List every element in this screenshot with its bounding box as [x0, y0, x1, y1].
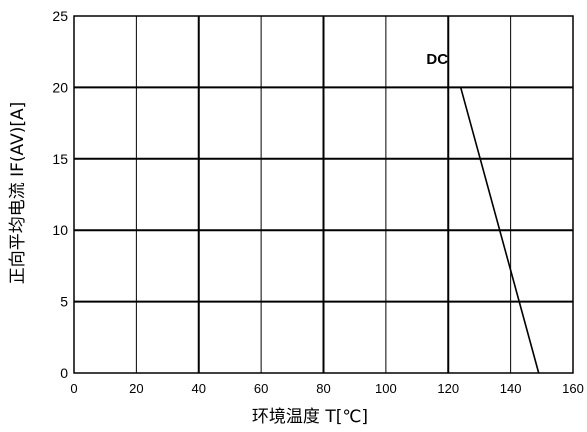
y-tick-label: 5 — [60, 294, 68, 310]
x-axis-label: 环境温度 T[℃] — [252, 407, 368, 427]
plot-frame — [73, 15, 574, 374]
y-tick-label: 15 — [52, 151, 68, 167]
x-tick-label: 60 — [254, 381, 268, 396]
y-axis-label: 正向平均电流 IF(AV)[A] — [8, 102, 28, 285]
y-tick-label: 0 — [60, 365, 68, 381]
x-tick-labels: 0 20 40 60 80 100 120 140 160 — [70, 381, 583, 396]
annotation-label: DC — [426, 51, 448, 68]
x-tick-label: 0 — [70, 381, 77, 396]
x-tick-label: 160 — [562, 381, 584, 396]
x-tick-label: 40 — [192, 381, 206, 396]
x-tick-label: 20 — [129, 381, 143, 396]
series-layer — [459, 87, 540, 374]
y-tick-labels: 0 5 10 15 20 25 — [52, 8, 68, 381]
x-tick-label: 80 — [316, 381, 330, 396]
x-tick-label: 100 — [375, 381, 397, 396]
y-tick-label: 20 — [52, 79, 68, 95]
y-tick-label: 10 — [52, 222, 68, 238]
grid — [74, 16, 573, 373]
x-tick-label: 120 — [437, 381, 459, 396]
y-tick-label: 25 — [52, 8, 68, 24]
series-line-dc — [459, 87, 540, 374]
annotation-layer: DC — [426, 51, 448, 68]
x-tick-label: 140 — [500, 381, 522, 396]
